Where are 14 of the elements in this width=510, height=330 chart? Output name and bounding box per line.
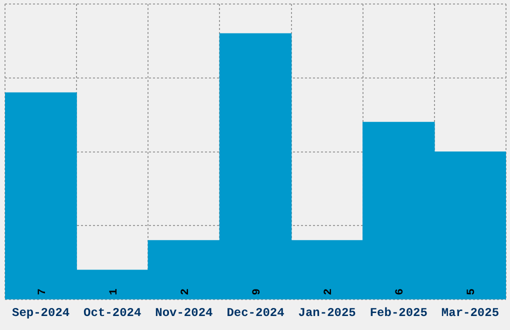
x-tick-label: Jan-2025 [298, 306, 356, 320]
data-label: 9 [252, 288, 264, 296]
x-tick-label: Dec-2024 [226, 306, 284, 320]
x-tick-label: Sep-2024 [12, 306, 70, 320]
data-label: 2 [323, 288, 336, 296]
x-tick-label: Oct-2024 [84, 306, 142, 320]
x-tick-label: Mar-2025 [441, 306, 500, 320]
x-tick-label: Nov-2024 [155, 306, 213, 320]
data-label: 6 [394, 288, 407, 296]
data-label: 7 [36, 288, 49, 296]
x-tick-label: Feb-2025 [370, 306, 428, 320]
data-label: 1 [108, 288, 120, 296]
data-label: 2 [180, 288, 192, 296]
data-label: 5 [466, 288, 478, 296]
